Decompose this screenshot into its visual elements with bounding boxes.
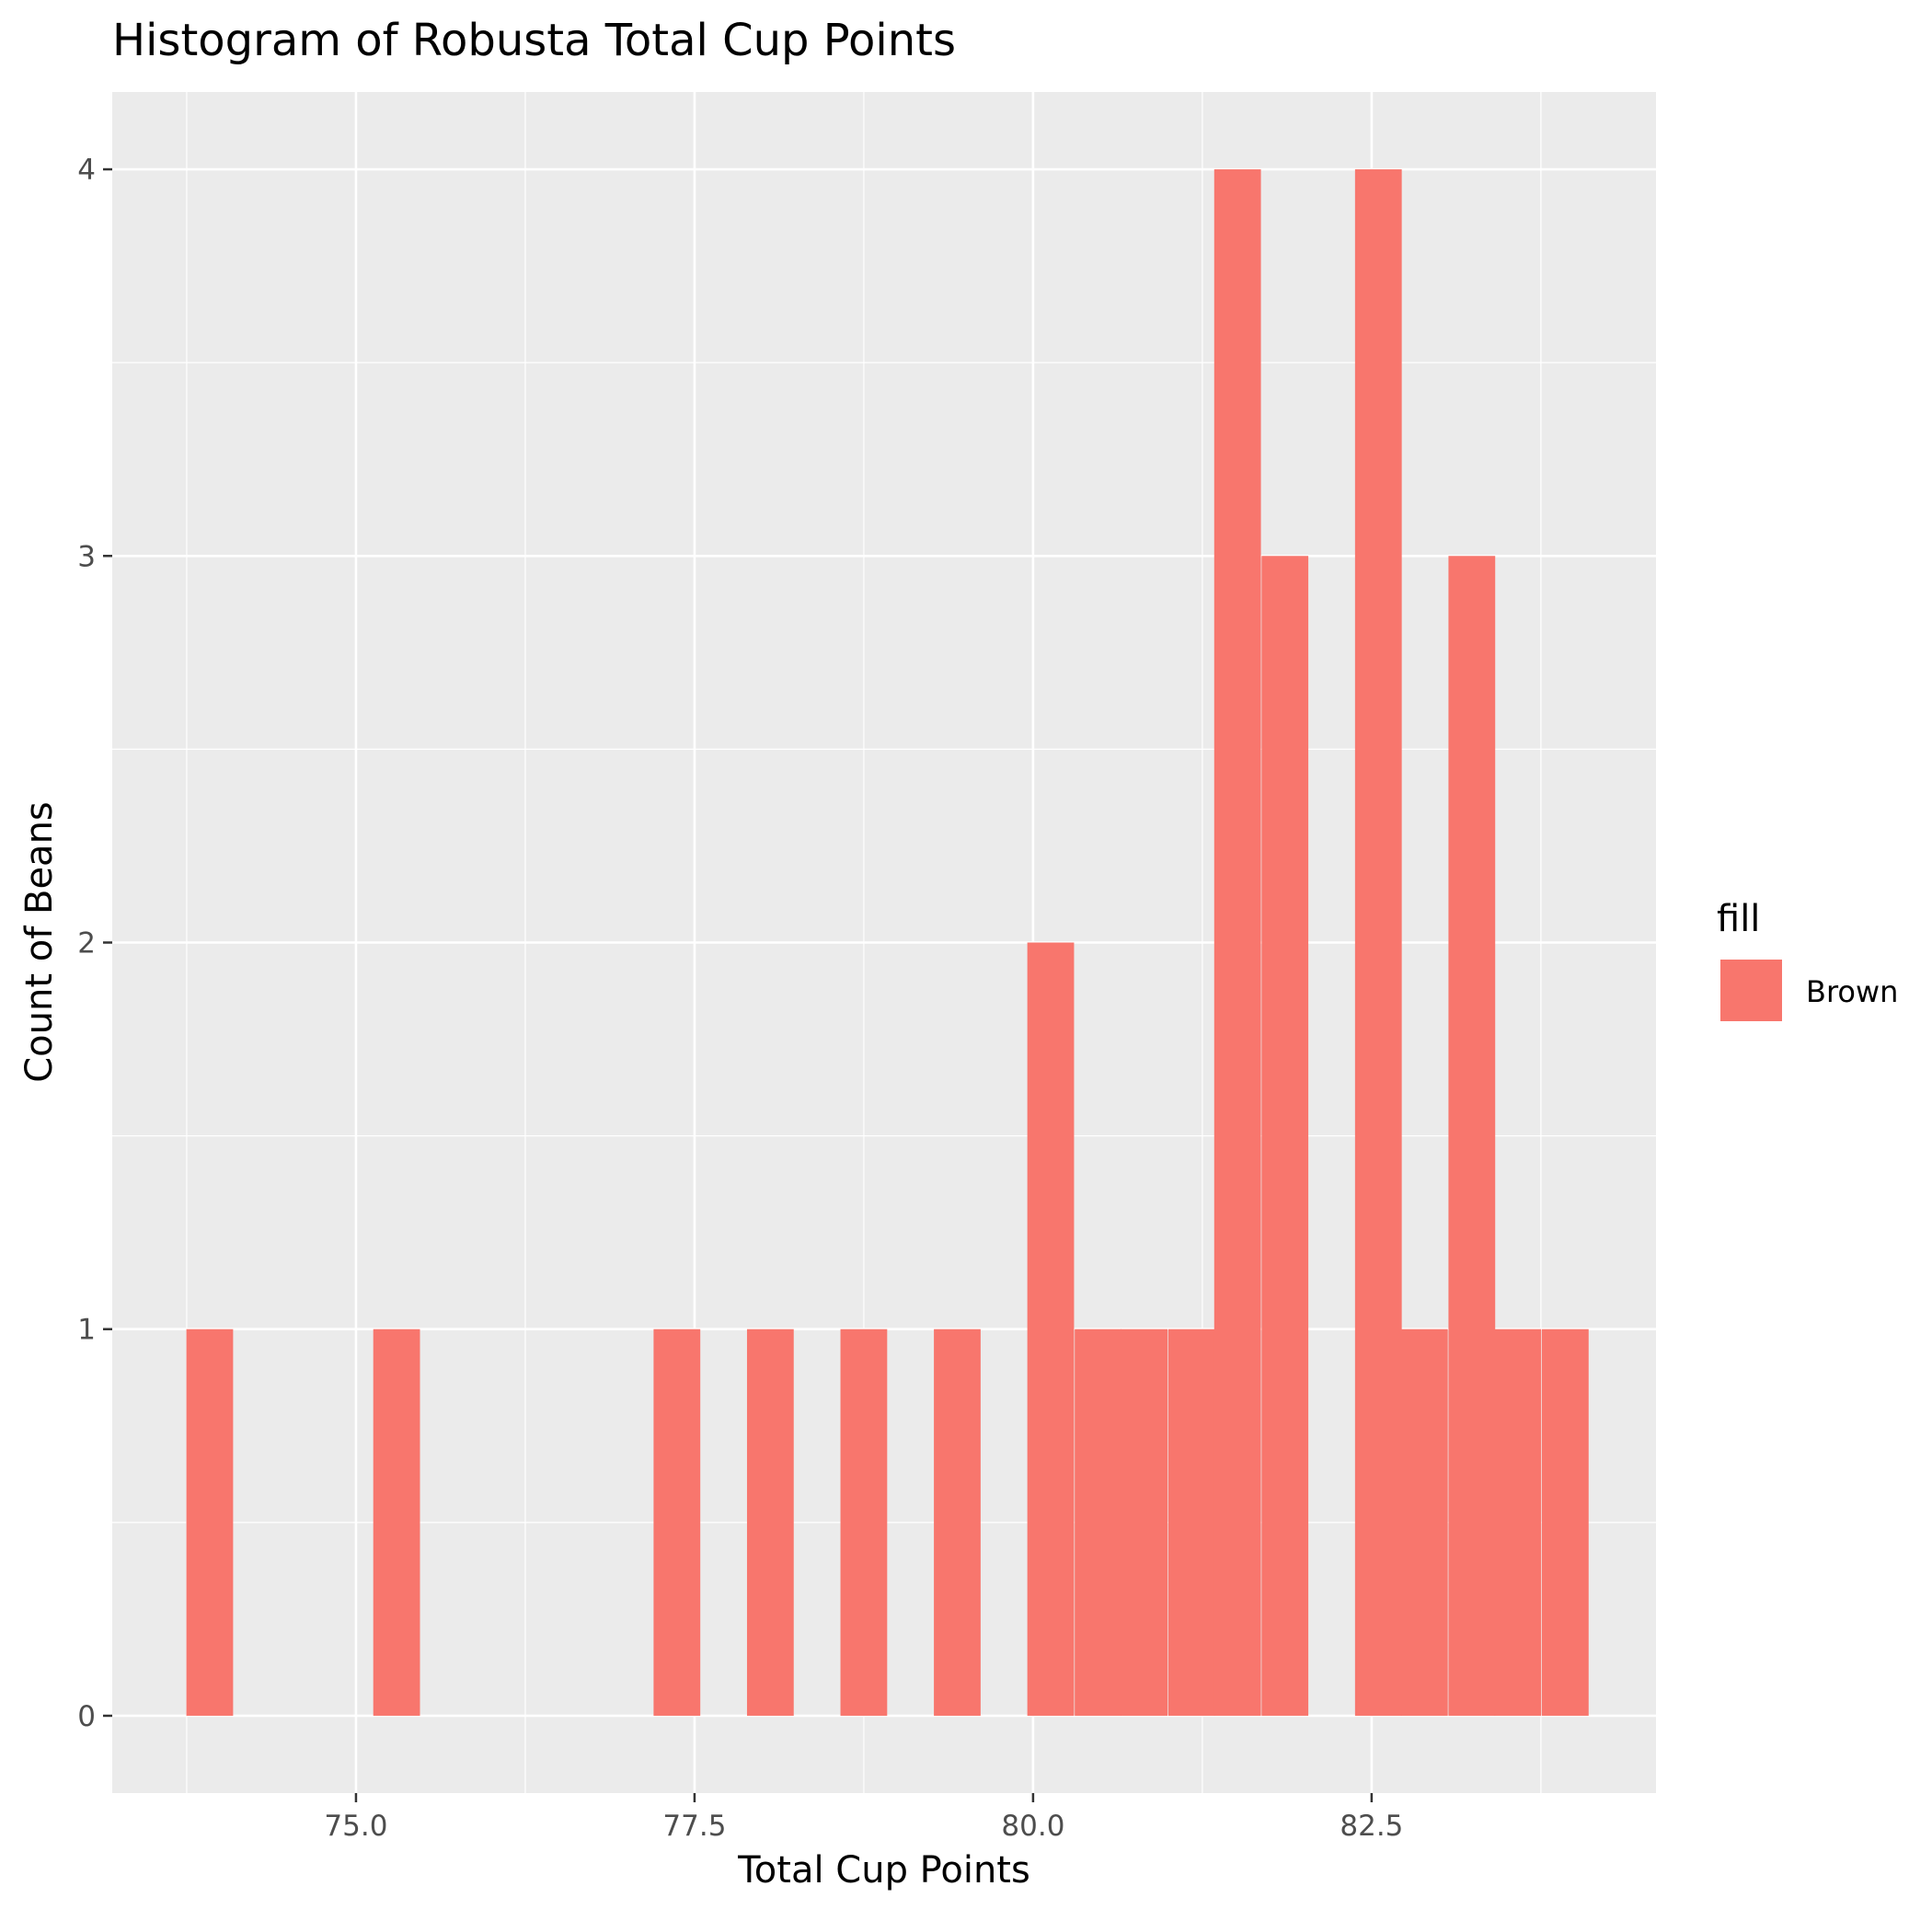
x-tick-label: 82.5 [1340, 1810, 1403, 1843]
x-tick-label: 75.0 [324, 1810, 387, 1843]
histogram-bar [653, 1328, 701, 1716]
legend-swatch-brown [1720, 960, 1782, 1021]
y-tick-label: 1 [77, 1314, 96, 1347]
y-axis: 0 1 2 3 4 [77, 154, 112, 1733]
histogram-bar [934, 1328, 981, 1716]
legend-label-brown: Brown [1806, 974, 1898, 1009]
histogram-bar [1213, 169, 1261, 1716]
x-axis: 75.0 77.5 80.0 82.5 [324, 1793, 1403, 1843]
y-axis-title: Count of Beans [18, 801, 61, 1083]
histogram-bar [1354, 169, 1402, 1716]
histogram-bar [1448, 556, 1496, 1716]
y-tick-label: 3 [77, 540, 96, 573]
histogram-bar [840, 1328, 888, 1716]
histogram-bars [186, 169, 1589, 1716]
histogram-bar [1494, 1328, 1542, 1716]
y-tick-label: 2 [77, 927, 96, 960]
histogram-bar [1075, 1328, 1121, 1716]
x-tick-label: 80.0 [1001, 1810, 1064, 1843]
y-tick-label: 4 [77, 154, 96, 187]
histogram-bar [1121, 1328, 1168, 1716]
x-tick-label: 77.5 [662, 1810, 726, 1843]
x-axis-title: Total Cup Points [737, 1849, 1030, 1892]
histogram-bar [1400, 1328, 1448, 1716]
legend-title: fill [1717, 898, 1760, 940]
histogram-bar [1541, 1328, 1589, 1716]
histogram-bar [1261, 556, 1309, 1716]
legend: fill Brown [1717, 898, 1898, 1021]
histogram-bar [1027, 942, 1075, 1716]
histogram-bar [186, 1328, 234, 1716]
histogram-bar [746, 1328, 794, 1716]
histogram-bar [373, 1328, 420, 1716]
chart-title: Histogram of Robusta Total Cup Points [112, 15, 956, 66]
histogram-bar [1167, 1328, 1215, 1716]
y-tick-label: 0 [77, 1700, 96, 1733]
